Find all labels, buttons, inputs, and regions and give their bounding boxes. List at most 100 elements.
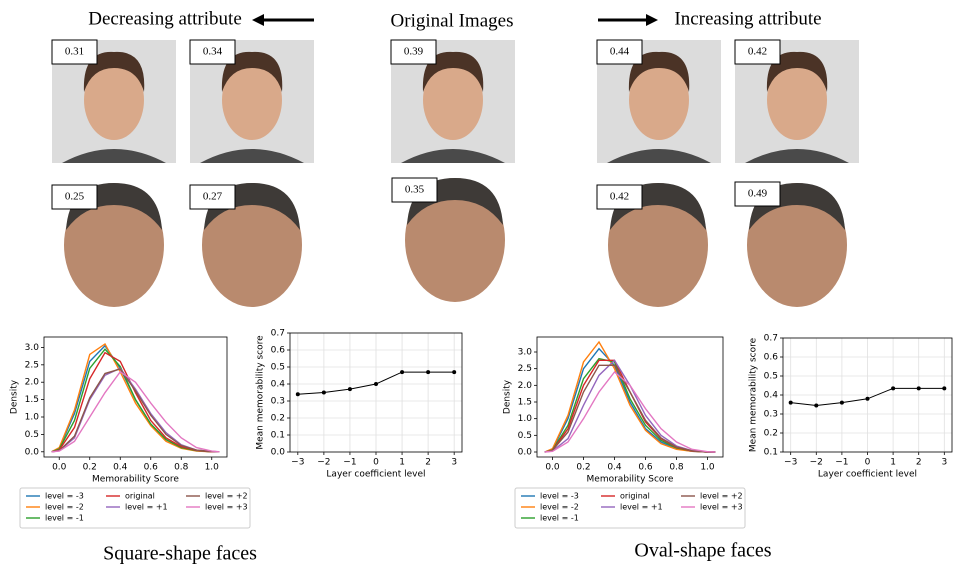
plot-frame — [289, 332, 463, 453]
y-tick-label: 2.0 — [518, 381, 533, 391]
plot-frame — [536, 336, 724, 458]
y-tick-label: 2.5 — [25, 360, 39, 370]
face — [767, 60, 827, 140]
point — [891, 386, 896, 391]
y-tick-label: 0.7 — [271, 329, 285, 339]
score-box — [596, 39, 643, 65]
x-axis-label: Layer coefficient level — [818, 470, 917, 480]
y-tick-label: 2.5 — [518, 364, 532, 374]
y-tick-label: 0.2 — [271, 414, 285, 424]
legend-label: level = +1 — [125, 503, 168, 512]
x-tick-label: 2 — [425, 458, 431, 468]
legend-label: level = +2 — [205, 492, 248, 501]
y-tick-label: 1.0 — [518, 414, 533, 424]
hair — [628, 51, 690, 92]
score-label: 0.39 — [404, 46, 424, 58]
y-tick-label: 0.5 — [271, 363, 285, 373]
shoulders — [745, 149, 849, 163]
x-tick-label: 3 — [451, 458, 457, 468]
score-label: 0.42 — [610, 191, 629, 203]
x-tick-label: 0.0 — [52, 463, 67, 473]
legend-label: level = +3 — [205, 503, 248, 512]
caption: Square-shape faces — [103, 543, 257, 565]
x-tick-label: 0.8 — [174, 463, 189, 473]
y-tick-label: 0.5 — [25, 430, 39, 440]
y-tick-label: 1.5 — [25, 395, 39, 405]
header-center: Original Images — [391, 10, 514, 31]
legend-box — [19, 487, 251, 529]
x-tick-label: 1 — [399, 458, 405, 468]
legend-label: original — [125, 492, 155, 501]
legend: level = -3 level = -2 level = -1 original le… — [514, 487, 746, 529]
y-tick-label: 0.5 — [518, 431, 532, 441]
shoulders — [607, 149, 711, 163]
score-box — [734, 39, 781, 65]
x-axis-label: Memorability Score — [92, 475, 179, 485]
x-axis-label: Memorability Score — [587, 475, 674, 485]
x-tick-label: 0.6 — [638, 463, 653, 473]
x-tick-label: 3 — [941, 458, 947, 468]
y-tick-label: 0.1 — [764, 448, 778, 458]
density-line — [544, 364, 716, 453]
score-box — [734, 181, 781, 207]
x-tick-label: 0.4 — [113, 463, 128, 473]
x-tick-label: −2 — [317, 458, 330, 468]
x-tick-label: −1 — [343, 458, 356, 468]
point — [942, 386, 947, 391]
shoulders — [62, 149, 166, 163]
y-tick-label: 1.5 — [518, 398, 532, 408]
header-left: Decreasing attribute — [88, 8, 242, 29]
point — [865, 396, 870, 401]
score-box — [189, 184, 236, 210]
plot-frame — [43, 336, 228, 458]
y-tick-label: 2.0 — [25, 378, 40, 388]
caption: Oval-shape faces — [634, 540, 771, 562]
score-box — [51, 39, 98, 65]
legend-label: level = -3 — [45, 492, 84, 501]
legend-label: level = -1 — [45, 514, 84, 523]
x-tick-label: −3 — [291, 458, 304, 468]
y-tick-label: 3.0 — [25, 343, 40, 353]
y-tick-label: 0.6 — [271, 346, 286, 356]
score-box — [51, 184, 98, 210]
y-tick-label: 0.4 — [764, 391, 779, 401]
point — [788, 400, 793, 405]
arrow-left-head — [252, 14, 264, 26]
face — [84, 60, 144, 140]
x-tick-label: −3 — [784, 458, 797, 468]
y-tick-label: 1.0 — [25, 413, 40, 423]
density-line — [51, 368, 220, 453]
point — [321, 390, 326, 395]
legend-label: level = +1 — [620, 503, 663, 512]
point — [814, 403, 819, 408]
y-tick-label: 0.2 — [764, 429, 778, 439]
score-label: 0.42 — [748, 46, 767, 58]
y-tick-label: 0.0 — [271, 448, 286, 458]
shoulders — [401, 149, 505, 163]
face — [423, 60, 483, 140]
density-line — [544, 370, 716, 453]
y-tick-label: 0.5 — [764, 372, 778, 382]
legend-label: level = -2 — [45, 503, 84, 512]
density-line — [51, 370, 220, 453]
x-tick-label: 0.6 — [144, 463, 159, 473]
point — [374, 382, 378, 386]
y-tick-label: 0.7 — [764, 334, 778, 344]
point — [452, 370, 457, 375]
score-box — [391, 177, 438, 203]
legend-label: level = -2 — [540, 503, 579, 512]
hair — [766, 51, 828, 92]
face-photo — [405, 178, 505, 302]
face — [629, 60, 689, 140]
y-tick-label: 0.6 — [764, 353, 779, 363]
x-tick-label: 2 — [916, 458, 922, 468]
x-tick-label: −2 — [810, 458, 823, 468]
point — [295, 392, 300, 397]
face-photo — [202, 183, 302, 307]
legend-label: level = +2 — [700, 492, 743, 501]
point — [400, 370, 405, 375]
score-label: 0.35 — [405, 184, 425, 196]
score-label: 0.34 — [203, 46, 223, 58]
header-right: Increasing attribute — [674, 8, 821, 29]
